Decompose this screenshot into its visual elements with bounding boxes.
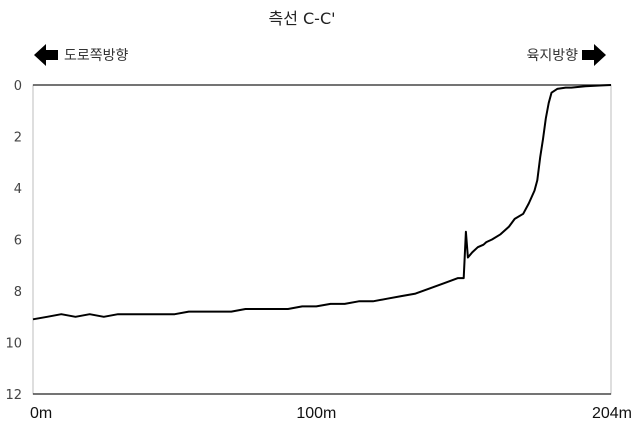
plot-frame: [32, 84, 612, 395]
y-tick-label: 2: [14, 131, 22, 146]
left-arrow-icon: [34, 44, 58, 66]
x-tick-label: 204m: [592, 405, 632, 422]
y-ticks: 0 2 4 6 8 10 12: [5, 79, 22, 403]
series-line: [32, 84, 612, 321]
x-tick-label: 0m: [30, 405, 52, 422]
x-ticks: 0m 100m 204m: [30, 405, 632, 422]
x-tick-label: 100m: [296, 405, 336, 422]
direction-left-label: 도로쪽방향: [64, 48, 129, 64]
chart-title: 측선 C-C': [268, 9, 335, 28]
y-tick-label: 8: [14, 285, 22, 300]
right-arrow-icon: [582, 44, 606, 66]
y-tick-label: 0: [14, 79, 22, 94]
y-tick-label: 6: [14, 234, 22, 249]
y-tick-label: 10: [5, 337, 22, 352]
direction-right-label: 육지방향: [526, 48, 578, 64]
series-group: [32, 84, 612, 321]
y-tick-label: 4: [14, 182, 22, 197]
y-tick-label: 12: [5, 388, 22, 403]
